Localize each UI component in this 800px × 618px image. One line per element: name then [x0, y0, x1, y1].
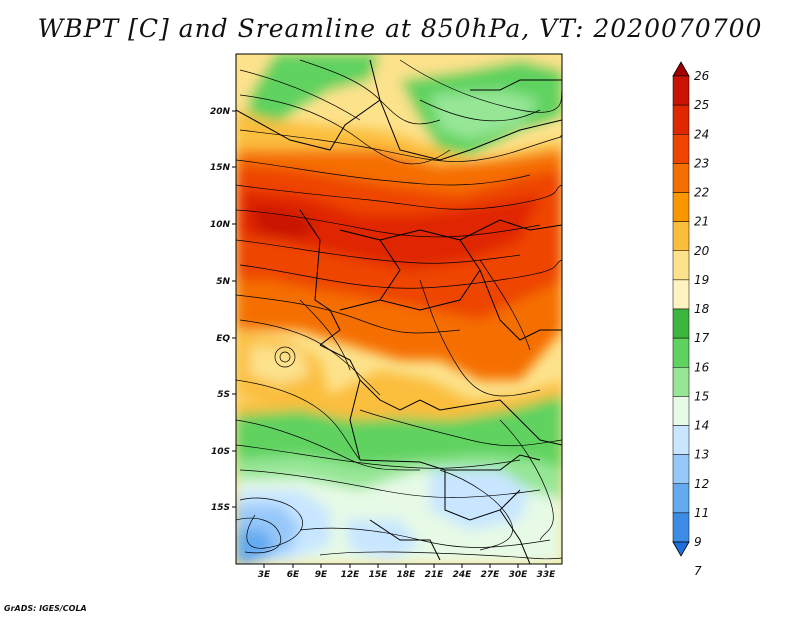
colorbar-box	[672, 104, 690, 135]
lat-label: 15N	[210, 163, 231, 173]
lon-label: 27E	[481, 570, 501, 580]
colorbar-label: 9	[694, 535, 702, 549]
lat-label: 10S	[211, 447, 230, 457]
colorbar-box	[672, 396, 690, 426]
colorbar-box	[672, 367, 690, 397]
colorbar: 26 25 24 23 22 21 20 19 18 17 16 15 14 13 12 11 9 7	[672, 61, 710, 578]
colorbar-box	[672, 308, 690, 339]
colorbar-label: 12	[694, 477, 709, 491]
wbpt-shading	[236, 54, 562, 564]
lon-label: 15E	[369, 570, 389, 580]
colorbar-label: 18	[694, 302, 710, 316]
colorbar-label: 13	[694, 448, 709, 462]
chart-title: WBPT [C] and Sreamline at 850hPa, VT: 20…	[37, 14, 763, 43]
colorbar-label: 26	[694, 69, 710, 83]
colorbar-label: 14	[694, 419, 709, 433]
colorbar-box	[672, 221, 690, 251]
colorbar-label: 15	[694, 389, 709, 403]
lon-label: 33E	[537, 570, 557, 580]
grads-credit: GrADS: IGES/COLA	[4, 604, 87, 613]
colorbar-box	[672, 192, 690, 222]
streamlines	[236, 59, 562, 560]
map-frame	[235, 53, 563, 565]
colorbar-box	[672, 425, 690, 455]
lat-label: EQ	[216, 334, 230, 344]
colorbar-box	[672, 163, 690, 193]
lon-label: 18E	[397, 570, 417, 580]
colorbar-bottom-arrow	[672, 541, 690, 557]
colorbar-box	[672, 250, 690, 281]
colorbar-label: 25	[694, 98, 709, 112]
colorbar-label: 20	[694, 244, 710, 258]
colorbar-label: 22	[694, 186, 709, 200]
lon-axis: 3E 6E 9E 12E 15E 18E 21E 24E 27E 30E 33E	[258, 564, 556, 580]
lon-label: 24E	[453, 570, 473, 580]
colorbar-top-arrow	[672, 61, 690, 77]
lon-label: 21E	[425, 570, 445, 580]
colorbar-box	[672, 454, 690, 484]
colorbar-box	[672, 75, 690, 106]
lon-label: 3E	[258, 570, 271, 580]
lat-label: 15S	[211, 503, 230, 513]
lon-label: 6E	[287, 570, 300, 580]
lat-label: 10N	[210, 220, 231, 230]
colorbar-box	[672, 512, 690, 543]
colorbar-label: 11	[694, 506, 709, 520]
colorbar-label: 17	[694, 331, 710, 345]
colorbar-label: 16	[694, 360, 710, 374]
lat-label: 20N	[210, 107, 231, 117]
colorbar-box	[672, 337, 690, 368]
country-borders	[236, 59, 562, 564]
lon-label: 30E	[509, 570, 529, 580]
colorbar-box	[672, 279, 690, 310]
lon-label: 9E	[315, 570, 328, 580]
lat-label: 5N	[216, 277, 230, 287]
lat-axis: 20N 15N 10N 5N EQ 5S 10S 15S	[210, 107, 236, 513]
colorbar-label: 24	[694, 127, 709, 141]
colorbar-label: 21	[694, 215, 709, 229]
colorbar-label: 23	[694, 156, 709, 170]
lat-label: 5S	[217, 390, 230, 400]
colorbar-box	[672, 483, 690, 514]
colorbar-box	[672, 134, 690, 164]
colorbar-label: 7	[694, 564, 702, 578]
lon-label: 12E	[341, 570, 361, 580]
colorbar-label: 19	[694, 273, 709, 287]
